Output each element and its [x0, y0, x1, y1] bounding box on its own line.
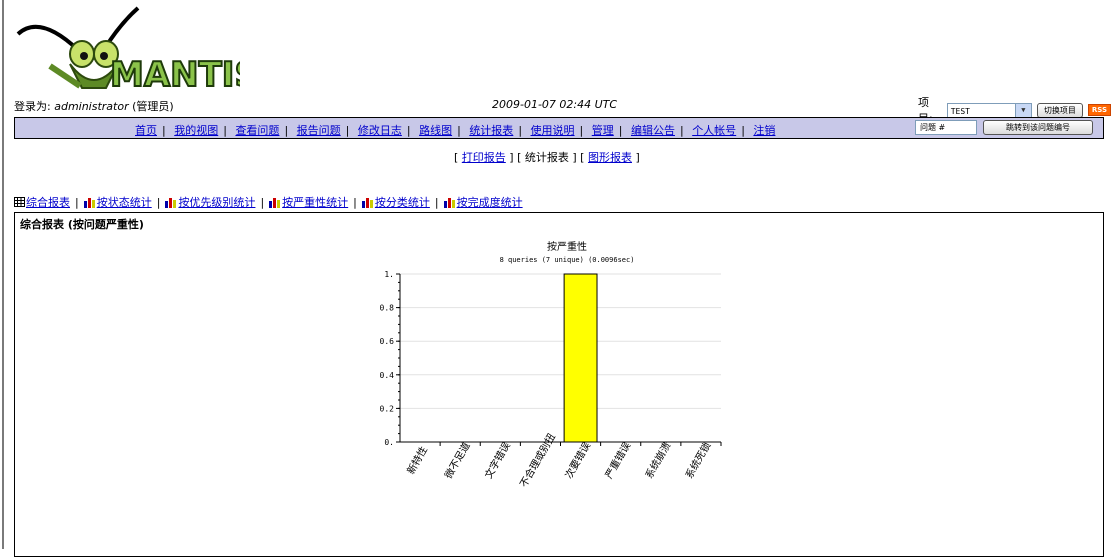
- x-tick-label: 系统死锁: [682, 440, 713, 481]
- logo-text: MANTIS: [110, 55, 240, 94]
- menu-item-logout[interactable]: 注销: [753, 124, 776, 137]
- rss-icon[interactable]: RSS: [1087, 104, 1111, 116]
- menu-item-manage[interactable]: 管理: [591, 124, 614, 137]
- y-tick-label: 0.6: [380, 337, 395, 346]
- main-menu-bar: 首页 | 我的视图 | 查看问题 | 报告问题 | 修改日志 | 路线图 | 统计报表 | 使…: [14, 117, 1104, 139]
- menu-item-roadmap[interactable]: 路线图: [419, 124, 453, 137]
- tab-by-category[interactable]: 按分类统计: [374, 196, 430, 209]
- username: administrator: [54, 100, 129, 113]
- project-dropdown[interactable]: TEST ▼: [946, 102, 1032, 118]
- main-menu: 首页 | 我的视图 | 查看问题 | 报告问题 | 修改日志 | 路线图 | 统计报表 | 使…: [135, 124, 776, 137]
- bar-chart-icon: [165, 197, 177, 208]
- project-value: TEST: [950, 106, 970, 116]
- menu-item-view-issues[interactable]: 查看问题: [235, 124, 280, 137]
- chevron-down-icon[interactable]: ▼: [1014, 103, 1031, 117]
- switch-project-button[interactable]: 切换项目: [1036, 102, 1083, 118]
- x-tick-label: 不合理或别扭: [517, 431, 558, 489]
- menu-item-my-account[interactable]: 个人帐号: [692, 124, 737, 137]
- report-subnav: [ 打印报告 ] [ 统计报表 ] [ 图形报表 ]: [454, 149, 640, 165]
- tab-by-resolution[interactable]: 按完成度统计: [456, 196, 523, 209]
- menu-item-home[interactable]: 首页: [135, 124, 157, 137]
- bracket: ]: [635, 151, 640, 164]
- menu-item-my-view[interactable]: 我的视图: [174, 124, 219, 137]
- bracket: ] [: [572, 151, 585, 164]
- bar-chart-icon: [361, 197, 373, 208]
- y-tick-label: 0.2: [380, 404, 395, 413]
- issue-number-input[interactable]: 问题 #: [915, 120, 977, 135]
- panel-title: 综合报表 (按问题严重性): [20, 218, 144, 231]
- datetime: 2009-01-07 02:44 UTC: [492, 98, 618, 111]
- menu-item-summary[interactable]: 统计报表: [469, 124, 514, 137]
- menu-item-report-issue[interactable]: 报告问题: [296, 124, 341, 137]
- graph-report-link[interactable]: 图形报表: [587, 151, 632, 164]
- tab-by-status[interactable]: 按状态统计: [96, 196, 152, 209]
- bar-chart-icon: [269, 197, 281, 208]
- y-tick-label: 0.: [384, 438, 394, 447]
- project-selector: 项目: TEST ▼ 切换项目 RSS: [918, 94, 1111, 126]
- x-tick-label: 微不足道: [442, 440, 473, 481]
- tab-by-severity[interactable]: 按严重性统计: [282, 196, 349, 209]
- jump-to-issue: 问题 # 跳转到该问题编号: [915, 120, 1093, 135]
- bracket: [: [454, 151, 459, 164]
- mantis-logo[interactable]: MANTIS: [10, 4, 240, 94]
- x-tick-label: 次要错误: [562, 440, 593, 481]
- menu-item-docs[interactable]: 使用说明: [530, 124, 575, 137]
- x-tick-label: 新特性: [404, 444, 430, 476]
- x-tick-label: 系统崩溃: [642, 440, 673, 481]
- login-info: 登录为: administrator (管理员): [14, 98, 174, 114]
- y-tick-label: 1.: [384, 270, 394, 279]
- severity-bar-chart: 按严重性 8 queries (7 unique) (0.0096sec) 0.…: [380, 240, 722, 489]
- x-tick-label: 文字错误: [482, 440, 513, 481]
- x-tick-label: 严重错误: [602, 440, 633, 481]
- bar-chart-icon: [83, 197, 95, 208]
- bracket: ] [: [509, 151, 522, 164]
- menu-item-changelog[interactable]: 修改日志: [357, 124, 402, 137]
- jump-button[interactable]: 跳转到该问题编号: [983, 120, 1093, 135]
- bar-chart-icon: [443, 197, 455, 208]
- print-report-link[interactable]: 打印报告: [461, 151, 506, 164]
- login-label: 登录为:: [14, 100, 51, 113]
- y-tick-label: 0.4: [380, 371, 395, 380]
- tab-synthesis[interactable]: 综合报表: [26, 196, 70, 209]
- bar: [563, 273, 598, 443]
- menu-item-edit-news[interactable]: 编辑公告: [630, 124, 675, 137]
- summary-current: 统计报表: [524, 151, 569, 164]
- chart-subtitle: 8 queries (7 unique) (0.0096sec): [500, 256, 635, 264]
- user-role: (管理员): [132, 100, 174, 113]
- left-border: [2, 0, 4, 549]
- tab-by-priority[interactable]: 按优先级别统计: [178, 196, 256, 209]
- chart-title: 按严重性: [547, 240, 587, 253]
- y-tick-label: 0.8: [380, 304, 395, 313]
- graph-tabs: 综合报表 | 按状态统计 | 按优先级别统计 | 按严重性统计 | 按分类统计 | 按完成…: [14, 194, 523, 210]
- report-panel: 综合报表 (按问题严重性) 按严重性 8 queries (7 unique) …: [14, 212, 1104, 557]
- table-icon: [14, 197, 25, 207]
